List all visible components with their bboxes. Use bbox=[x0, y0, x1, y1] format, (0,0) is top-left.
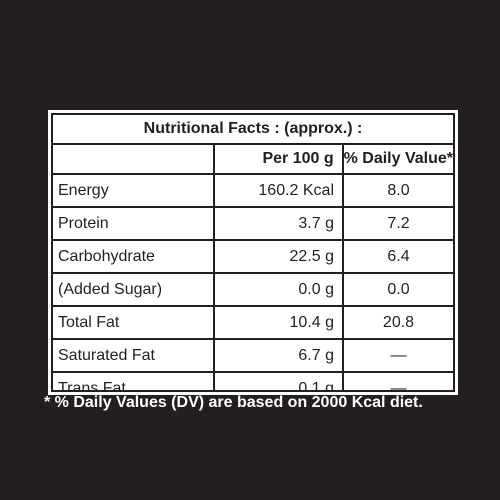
nutrient-name: Trans Fat bbox=[53, 373, 215, 404]
table-row-total-fat: Total Fat 10.4 g 20.8 bbox=[53, 307, 453, 340]
nutrient-amount: 6.7 g bbox=[215, 340, 344, 371]
table-header-row: Per 100 g % Daily Value* bbox=[53, 145, 453, 175]
table-row-energy: Energy 160.2 Kcal 8.0 bbox=[53, 175, 453, 208]
nutrient-name: Protein bbox=[53, 208, 215, 239]
nutrient-name: Saturated Fat bbox=[53, 340, 215, 371]
nutrient-daily-value: 20.8 bbox=[382, 314, 415, 331]
nutrient-daily-value: 7.2 bbox=[387, 215, 410, 232]
nutrition-facts-table: Nutritional Facts : (approx.) : Per 100 … bbox=[48, 110, 458, 404]
nutrient-daily-value: 0.0 bbox=[387, 281, 410, 298]
nutrient-daily-value: — bbox=[390, 347, 407, 364]
nutrient-name: Total Fat bbox=[53, 307, 215, 338]
table-row-saturated-fat: Saturated Fat 6.7 g — bbox=[53, 340, 453, 373]
header-daily-value: % Daily Value* bbox=[343, 150, 453, 167]
table-row-trans-fat: Trans Fat 0.1 g — bbox=[53, 373, 453, 404]
nutrient-name: (Added Sugar) bbox=[53, 274, 215, 305]
header-per-100g: Per 100 g bbox=[215, 145, 344, 173]
header-nutrient bbox=[53, 145, 215, 173]
nutrient-amount: 0.0 g bbox=[215, 274, 344, 305]
nutrient-amount: 160.2 Kcal bbox=[215, 175, 344, 206]
daily-value-footnote: * % Daily Values (DV) are based on 2000 … bbox=[44, 394, 423, 411]
table-row-protein: Protein 3.7 g 7.2 bbox=[53, 208, 453, 241]
nutrient-daily-value: 8.0 bbox=[387, 182, 410, 199]
nutrient-daily-value: 6.4 bbox=[387, 248, 410, 265]
table-row-added-sugar: (Added Sugar) 0.0 g 0.0 bbox=[53, 274, 453, 307]
nutrient-amount: 22.5 g bbox=[215, 241, 344, 272]
table-row-carbohydrate: Carbohydrate 22.5 g 6.4 bbox=[53, 241, 453, 274]
nutrient-amount: 0.1 g bbox=[215, 373, 344, 404]
nutrient-name: Energy bbox=[53, 175, 215, 206]
nutrient-daily-value: — bbox=[390, 380, 407, 397]
nutrient-amount: 10.4 g bbox=[215, 307, 344, 338]
nutrient-amount: 3.7 g bbox=[215, 208, 344, 239]
table-title: Nutritional Facts : (approx.) : bbox=[53, 115, 453, 145]
nutrient-name: Carbohydrate bbox=[53, 241, 215, 272]
